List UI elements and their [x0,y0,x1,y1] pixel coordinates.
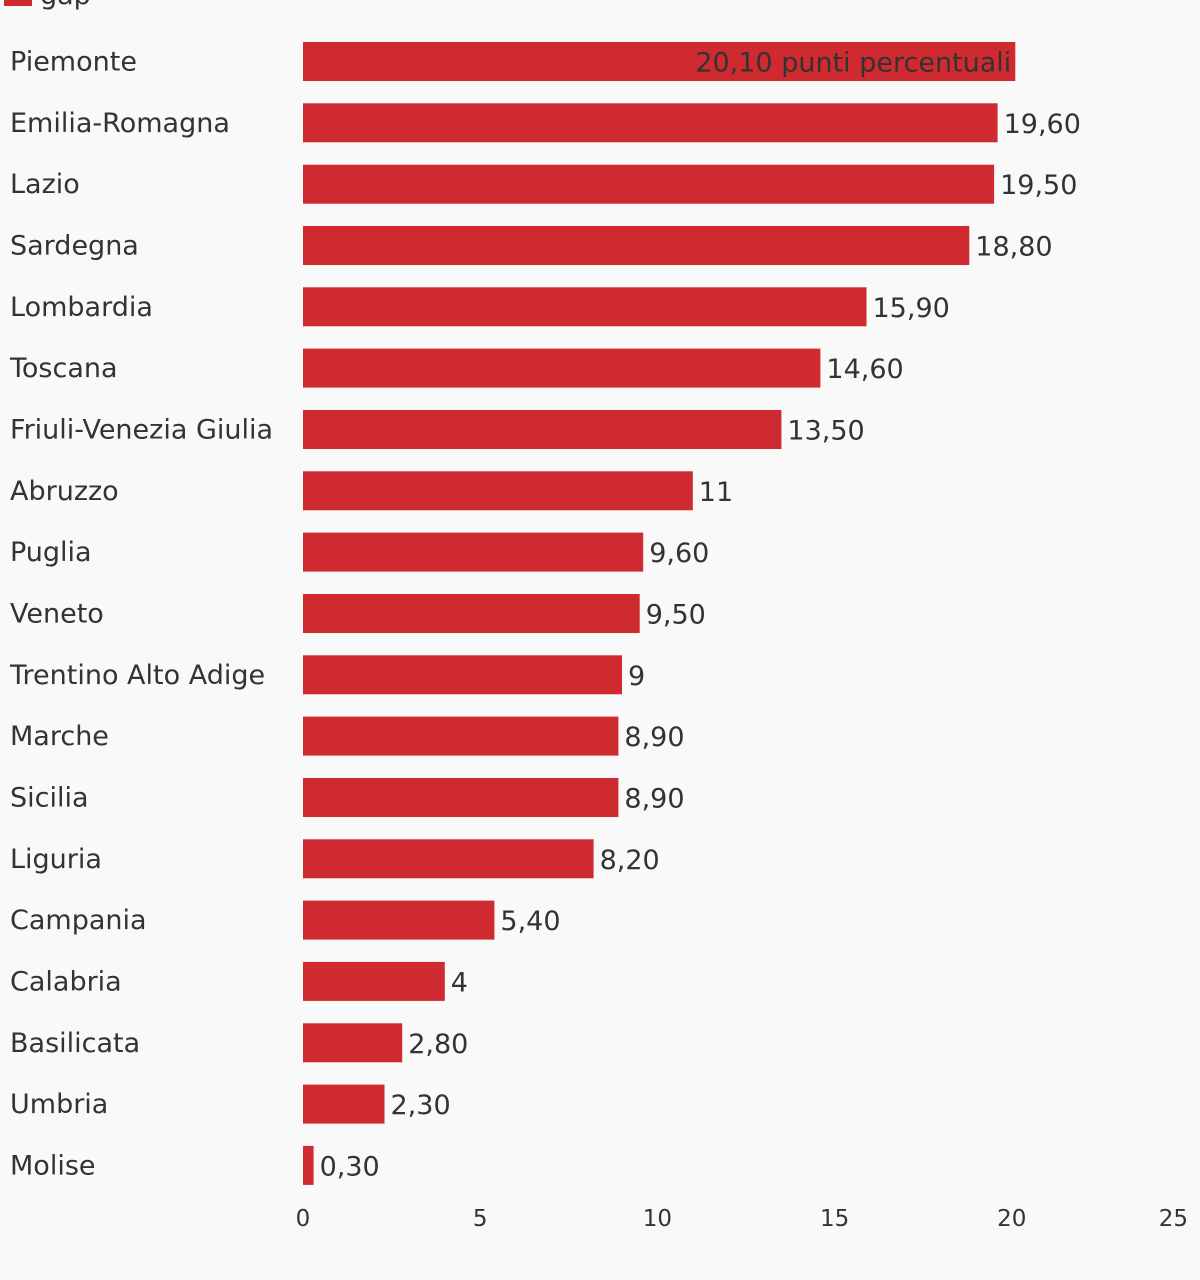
bar-4 [303,287,867,327]
legend: gap [4,0,91,11]
bar-10 [303,655,622,695]
bar-12 [303,778,619,817]
bar-6 [303,410,782,449]
bars-group [303,42,1016,1185]
category-label: Campania [10,905,147,936]
bar-13 [303,839,594,879]
bar-1 [303,103,998,143]
category-label: Veneto [10,599,104,630]
legend-swatch-gap [4,0,32,6]
data-label: 11 [699,477,733,508]
data-label: 13,50 [787,416,864,447]
category-label: Piemonte [10,47,137,78]
x-tick-label: 10 [643,1206,672,1232]
category-label: Lombardia [10,292,153,323]
x-tick-label: 0 [296,1206,311,1232]
data-label: 4 [451,967,468,998]
data-label: 8,90 [624,784,684,815]
category-label: Basilicata [10,1028,140,1059]
category-labels: Piemonte Emilia-Romagna Lazio Sardegna Lomba… [9,47,273,1182]
category-label: Emilia-Romagna [10,108,230,139]
x-tick-label: 5 [473,1206,488,1232]
data-label: 19,50 [1000,170,1077,201]
bar-14 [303,900,495,940]
category-label: Sicilia [10,783,89,814]
bar-18 [303,1145,314,1185]
bar-15 [303,961,445,1001]
bar-17 [303,1084,385,1124]
data-label: 19,60 [1004,109,1081,140]
x-tick-label: 20 [997,1206,1026,1232]
bar-0 [303,42,1016,81]
category-label: Puglia [10,537,92,568]
bar-8 [303,532,644,572]
category-label: Lazio [10,169,80,200]
category-label: Marche [10,721,109,752]
data-label: 8,20 [600,845,660,876]
bar-5 [303,348,821,388]
data-label: 18,80 [975,232,1052,263]
category-label: Calabria [10,966,122,997]
bar-9 [303,594,640,633]
data-label: 9 [628,661,645,692]
data-label: 8,90 [624,722,684,753]
category-label: Sardegna [10,231,139,262]
legend-label-gap: gap [40,0,91,11]
bar-11 [303,716,619,756]
x-axis: 0 5 10 15 20 25 [296,1206,1188,1232]
category-label: Trentino Alto Adige [9,660,265,691]
data-label: 2,80 [408,1029,468,1060]
data-label: 9,60 [649,538,709,569]
bar-2 [303,164,995,204]
x-tick-label: 15 [820,1206,849,1232]
data-label: 2,30 [391,1090,451,1121]
data-label: 0,30 [320,1151,380,1182]
category-label: Abruzzo [10,476,119,507]
data-labels: 20,10 punti percentuali 19,60 19,50 18,80 15… [320,48,1081,1183]
category-label: Friuli-Venezia Giulia [10,415,273,446]
bar-16 [303,1023,403,1063]
bar-7 [303,471,693,511]
data-label: 14,60 [826,354,903,385]
category-label: Liguria [10,844,102,875]
bar-3 [303,226,970,265]
x-tick-label: 25 [1159,1206,1188,1232]
category-label: Umbria [10,1089,108,1120]
data-label: 15,90 [873,293,950,324]
category-label: Toscana [9,353,118,384]
data-label: 5,40 [500,906,560,937]
category-label: Molise [10,1150,96,1181]
data-label: 9,50 [646,600,706,631]
data-label: 20,10 punti percentuali [695,48,1011,79]
